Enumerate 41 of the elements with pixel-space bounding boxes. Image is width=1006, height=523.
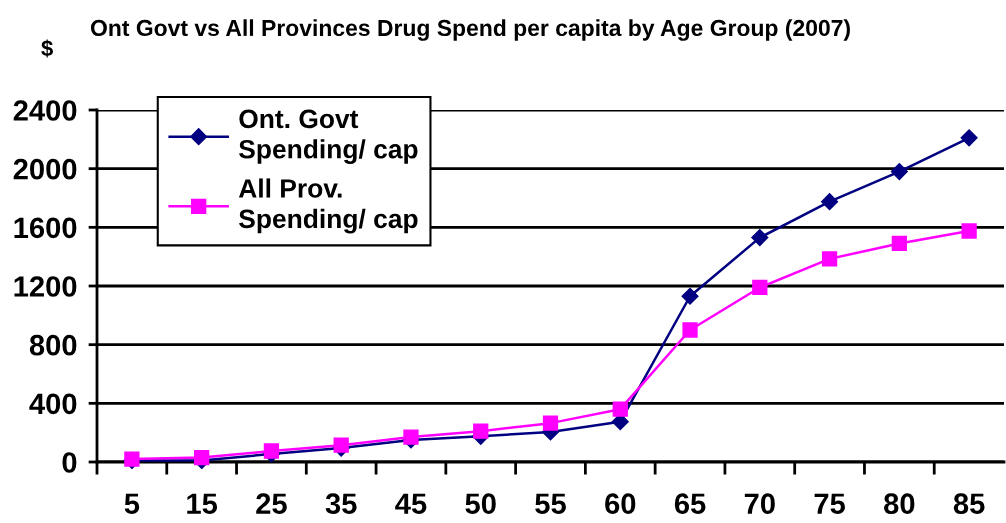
point bbox=[403, 429, 419, 445]
y-tick-label: 0 bbox=[62, 452, 77, 473]
y-tick-label: 800 bbox=[29, 334, 77, 356]
x-tick-label: 85 bbox=[953, 493, 985, 514]
y-tick-label: 1600 bbox=[14, 217, 77, 239]
x-tick-label: 50 bbox=[465, 493, 496, 514]
y-tick-label: 2400 bbox=[13, 100, 77, 121]
x-tick-label: 80 bbox=[884, 493, 915, 514]
legend-label: Ont. Govt Spending/ cap bbox=[239, 109, 418, 164]
point bbox=[333, 437, 349, 453]
point bbox=[821, 251, 838, 267]
point bbox=[961, 223, 977, 239]
x-tick-label: 70 bbox=[744, 493, 775, 514]
point bbox=[194, 449, 210, 466]
point bbox=[682, 322, 698, 338]
x-tick-label: 45 bbox=[395, 493, 427, 514]
x-tick-label: 65 bbox=[674, 493, 706, 514]
point bbox=[960, 129, 978, 147]
x-tick-label: 60 bbox=[605, 493, 636, 514]
point bbox=[751, 229, 769, 247]
point bbox=[473, 423, 489, 439]
point bbox=[612, 401, 628, 417]
point bbox=[891, 235, 907, 252]
point bbox=[542, 415, 559, 431]
y-tick-label: 1200 bbox=[14, 276, 77, 297]
y-tick-label: 400 bbox=[29, 393, 77, 415]
point bbox=[681, 287, 699, 305]
y-axis-title: $ bbox=[41, 39, 53, 58]
point bbox=[890, 163, 908, 181]
x-tick-label: 15 bbox=[187, 493, 218, 514]
legend-label: All Prov. Spending/ cap bbox=[238, 178, 418, 234]
point bbox=[263, 443, 280, 459]
x-tick-label: 5 bbox=[124, 493, 140, 514]
x-tick-label: 75 bbox=[814, 493, 845, 514]
x-tick-label: 55 bbox=[535, 493, 566, 514]
point bbox=[821, 193, 839, 211]
point bbox=[752, 279, 768, 296]
chart-title: Ont Govt vs All Provinces Drug Spend per capita by Age Group (2007) bbox=[90, 19, 850, 41]
y-tick-label: 2000 bbox=[13, 158, 77, 180]
x-tick-label: 25 bbox=[256, 493, 287, 514]
x-tick-label: 35 bbox=[325, 493, 357, 515]
